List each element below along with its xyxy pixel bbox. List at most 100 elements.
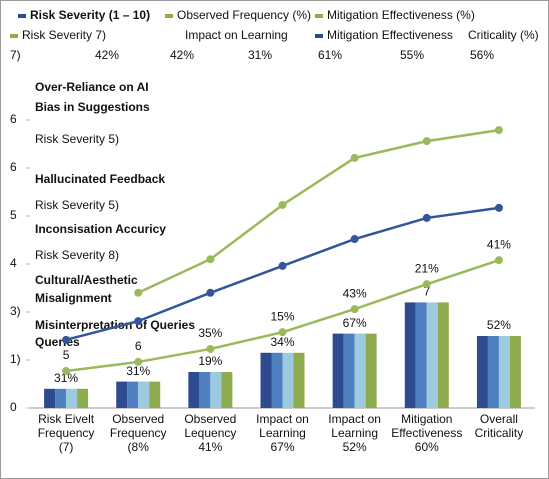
x-tick-label: Frequency	[38, 426, 95, 440]
point	[62, 367, 71, 376]
x-tick-label: Criticality	[475, 426, 524, 440]
legend-value: 42%	[170, 48, 194, 62]
point-label: 21%	[415, 261, 439, 275]
point-label: 5	[63, 348, 70, 362]
bar	[271, 352, 283, 408]
y-tick-label: 1)	[10, 352, 21, 366]
point-label: 41%	[487, 237, 511, 251]
legend-value: 7)	[10, 48, 21, 62]
x-tick-label: Observed	[112, 412, 164, 426]
bar	[116, 381, 128, 408]
bar	[354, 333, 366, 408]
legend-label: Risk Severity 7)	[22, 28, 106, 42]
point	[278, 328, 287, 337]
point	[206, 344, 215, 353]
bar	[260, 352, 272, 408]
bar	[199, 372, 211, 408]
point	[278, 261, 287, 270]
bar-label: 67%	[343, 316, 367, 330]
point	[350, 235, 359, 244]
point	[494, 126, 503, 135]
y-tick-label: 0	[10, 400, 17, 414]
bar	[66, 388, 78, 408]
bar	[343, 333, 355, 408]
bar	[127, 381, 139, 408]
point	[134, 288, 143, 297]
point	[206, 255, 215, 264]
annotation: Inconsisation Accuricy	[35, 222, 166, 236]
bar	[77, 388, 89, 408]
legend-label: Criticality (%)	[468, 28, 539, 42]
x-tick-label: Mitigation	[401, 412, 452, 426]
bar	[332, 333, 344, 408]
point	[134, 317, 143, 326]
bar	[55, 388, 67, 408]
bar	[221, 372, 233, 408]
bar	[210, 372, 222, 408]
x-tick-label: Learning	[331, 426, 378, 440]
bar	[282, 352, 294, 408]
point	[422, 137, 431, 146]
x-tick-label: 60%	[415, 440, 439, 454]
y-tick-label: 6	[10, 160, 17, 174]
point	[350, 153, 359, 162]
legend-label: Mitigation Effectiveness (%)	[327, 8, 475, 22]
x-tick-label: Risk Eivelt	[38, 412, 95, 426]
bar	[498, 336, 510, 408]
bar	[188, 372, 200, 408]
x-tick-label: Frequency	[110, 426, 167, 440]
point-label: 43%	[343, 286, 367, 300]
bar-label: 31%	[54, 371, 78, 385]
point	[422, 280, 431, 289]
x-tick-label: 67%	[270, 440, 294, 454]
point-label: 35%	[198, 326, 222, 340]
legend-value: 56%	[470, 48, 494, 62]
annotation: Risk Severity 8)	[35, 248, 119, 262]
annotation: Misinterpretation of Queries	[35, 318, 195, 332]
annotation: Bias in Suggestions	[35, 100, 150, 114]
point	[62, 335, 71, 344]
x-tick-label: Overall	[480, 412, 518, 426]
x-tick-label: 41%	[198, 440, 222, 454]
bar	[149, 381, 161, 408]
y-tick-label: 4	[10, 256, 17, 270]
point	[494, 203, 503, 212]
legend-label: Impact on Learning	[185, 28, 288, 42]
bar	[437, 302, 449, 408]
x-tick-label: Impact on	[256, 412, 309, 426]
point	[422, 213, 431, 222]
bar	[365, 333, 377, 408]
x-tick-label: Learning	[259, 426, 306, 440]
point-label: 15%	[270, 309, 294, 323]
legend-value: 61%	[318, 48, 342, 62]
annotation: Hallucinated Feedback	[35, 172, 165, 186]
bar	[293, 352, 305, 408]
point	[278, 200, 287, 209]
x-tick-label: Impact on	[328, 412, 381, 426]
point	[134, 357, 143, 366]
y-tick-label: 3)	[10, 304, 21, 318]
annotation: Risk Severity 5)	[35, 132, 119, 146]
legend-value: 31%	[248, 48, 272, 62]
legend-value: 42%	[95, 48, 119, 62]
x-tick-label: (7)	[59, 440, 74, 454]
bar	[138, 381, 150, 408]
bar	[487, 336, 499, 408]
x-tick-label: Observed	[184, 412, 236, 426]
bar-label: 34%	[270, 335, 294, 349]
bar	[426, 302, 438, 408]
y-tick-label: 5	[10, 208, 17, 222]
legend-label: Risk Severity (1 – 10)	[30, 8, 150, 22]
point	[206, 288, 215, 297]
point	[494, 256, 503, 265]
bar-label: 7	[423, 285, 430, 299]
annotation: Misalignment	[35, 291, 112, 305]
bar	[476, 336, 488, 408]
x-tick-label: Lequency	[184, 426, 236, 440]
annotation: Over-Reliance on AI	[35, 80, 149, 94]
annotation: Cultural/Aesthetic	[35, 273, 138, 287]
bar-label: 31%	[126, 364, 150, 378]
bar	[404, 302, 416, 408]
bar-label: 19%	[198, 354, 222, 368]
